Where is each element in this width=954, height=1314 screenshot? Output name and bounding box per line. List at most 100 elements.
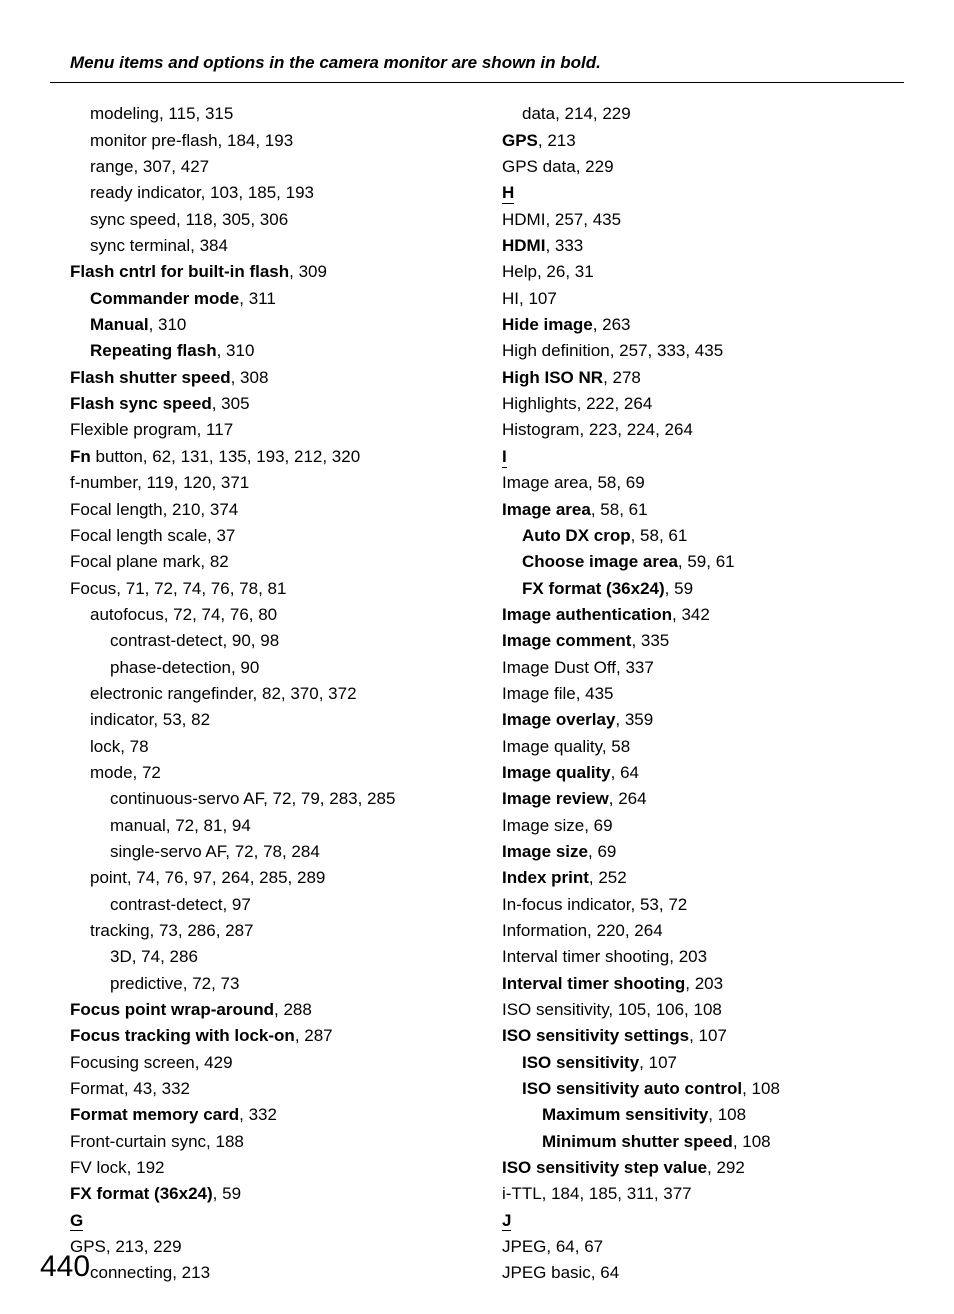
index-entry: Interval timer shooting, 203 bbox=[482, 944, 904, 970]
index-entry-bold: Focus tracking with lock-on bbox=[70, 1026, 295, 1045]
index-entry: Format memory card, 332 bbox=[50, 1102, 472, 1128]
index-entry-text: , 305 bbox=[212, 394, 250, 413]
index-entry-bold: GPS bbox=[502, 131, 538, 150]
index-entry: Focal plane mark, 82 bbox=[50, 549, 472, 575]
index-entry-text: button, 62, 131, 135, 193, 212, 320 bbox=[91, 447, 360, 466]
index-entry: HI, 107 bbox=[482, 286, 904, 312]
index-entry: Image Dust Off, 337 bbox=[482, 655, 904, 681]
index-entry: ISO sensitivity auto control, 108 bbox=[482, 1076, 904, 1102]
index-entry-text: monitor pre-flash, 184, 193 bbox=[90, 131, 293, 150]
index-entry-bold: Hide image bbox=[502, 315, 593, 334]
index-columns: modeling, 115, 315 monitor pre-flash, 184… bbox=[50, 101, 904, 1286]
index-entry-text: Interval timer shooting, 203 bbox=[502, 947, 707, 966]
index-entry: Focus point wrap-around, 288 bbox=[50, 997, 472, 1023]
index-entry: Hide image, 263 bbox=[482, 312, 904, 338]
index-entry: JPEG basic, 64 bbox=[482, 1260, 904, 1286]
index-entry: Flash sync speed, 305 bbox=[50, 391, 472, 417]
index-entry: Image review, 264 bbox=[482, 786, 904, 812]
index-entry: range, 307, 427 bbox=[50, 154, 472, 180]
section-letter: G bbox=[70, 1212, 83, 1232]
index-entry: Image area, 58, 61 bbox=[482, 497, 904, 523]
index-entry-bold: Image review bbox=[502, 789, 609, 808]
index-entry: Manual, 310 bbox=[50, 312, 472, 338]
index-entry: point, 74, 76, 97, 264, 285, 289 bbox=[50, 865, 472, 891]
index-entry-text: Focusing screen, 429 bbox=[70, 1053, 233, 1072]
index-entry-text: f-number, 119, 120, 371 bbox=[70, 473, 249, 492]
index-entry-text: , 308 bbox=[231, 368, 269, 387]
index-entry-text: Format, 43, 332 bbox=[70, 1079, 190, 1098]
page-number: 440 bbox=[40, 1244, 90, 1291]
index-entry: Highlights, 222, 264 bbox=[482, 391, 904, 417]
index-entry-bold: Maximum sensitivity bbox=[542, 1105, 708, 1124]
index-entry-text: GPS data, 229 bbox=[502, 157, 614, 176]
index-entry-text: tracking, 73, 286, 287 bbox=[90, 921, 254, 940]
index-entry: Index print, 252 bbox=[482, 865, 904, 891]
index-entry: FV lock, 192 bbox=[50, 1155, 472, 1181]
index-entry: predictive, 72, 73 bbox=[50, 971, 472, 997]
index-entry: indicator, 53, 82 bbox=[50, 707, 472, 733]
index-entry: Histogram, 223, 224, 264 bbox=[482, 417, 904, 443]
index-entry: Flexible program, 117 bbox=[50, 417, 472, 443]
index-entry-text: Front-curtain sync, 188 bbox=[70, 1132, 244, 1151]
index-entry-text: , 59, 61 bbox=[678, 552, 735, 571]
index-entry-text: , 213 bbox=[538, 131, 576, 150]
index-entry-text: , 252 bbox=[589, 868, 627, 887]
index-entry: FX format (36x24), 59 bbox=[482, 576, 904, 602]
index-entry: contrast-detect, 90, 98 bbox=[50, 628, 472, 654]
index-entry: Focusing screen, 429 bbox=[50, 1050, 472, 1076]
index-entry-text: , 342 bbox=[672, 605, 710, 624]
index-entry-bold: ISO sensitivity auto control bbox=[522, 1079, 742, 1098]
index-entry-text: Image Dust Off, 337 bbox=[502, 658, 654, 677]
index-entry: Image authentication, 342 bbox=[482, 602, 904, 628]
index-entry: phase-detection, 90 bbox=[50, 655, 472, 681]
index-entry-text: , 69 bbox=[588, 842, 616, 861]
index-entry-text: electronic rangefinder, 82, 370, 372 bbox=[90, 684, 357, 703]
index-entry: Fn button, 62, 131, 135, 193, 212, 320 bbox=[50, 444, 472, 470]
index-entry-text: , 333 bbox=[545, 236, 583, 255]
index-entry: Minimum shutter speed, 108 bbox=[482, 1129, 904, 1155]
index-entry-text: Help, 26, 31 bbox=[502, 262, 594, 281]
index-entry: Focal length scale, 37 bbox=[50, 523, 472, 549]
fn-label: Fn bbox=[70, 447, 91, 466]
index-entry: modeling, 115, 315 bbox=[50, 101, 472, 127]
section-letter: H bbox=[502, 184, 514, 204]
index-entry-text: data, 214, 229 bbox=[522, 104, 631, 123]
index-entry-bold: Image comment bbox=[502, 631, 631, 650]
index-entry: Repeating flash, 310 bbox=[50, 338, 472, 364]
index-entry-text: High definition, 257, 333, 435 bbox=[502, 341, 723, 360]
index-entry-text: indicator, 53, 82 bbox=[90, 710, 210, 729]
index-entry-text: , 288 bbox=[274, 1000, 312, 1019]
header-rule bbox=[50, 82, 904, 83]
index-entry: sync speed, 118, 305, 306 bbox=[50, 207, 472, 233]
index-entry: Commander mode, 311 bbox=[50, 286, 472, 312]
index-entry-bold: HDMI bbox=[502, 236, 545, 255]
index-entry: Format, 43, 332 bbox=[50, 1076, 472, 1102]
index-entry-text: HDMI, 257, 435 bbox=[502, 210, 621, 229]
index-entry: Focus, 71, 72, 74, 76, 78, 81 bbox=[50, 576, 472, 602]
index-entry: sync terminal, 384 bbox=[50, 233, 472, 259]
index-entry-text: sync terminal, 384 bbox=[90, 236, 228, 255]
index-entry-text: , 59 bbox=[665, 579, 693, 598]
index-entry: Focus tracking with lock-on, 287 bbox=[50, 1023, 472, 1049]
index-entry: continuous-servo AF, 72, 79, 283, 285 bbox=[50, 786, 472, 812]
index-column-left: modeling, 115, 315 monitor pre-flash, 184… bbox=[50, 101, 472, 1286]
index-entry: connecting, 213 bbox=[50, 1260, 472, 1286]
index-entry: High ISO NR, 278 bbox=[482, 365, 904, 391]
index-entry: High definition, 257, 333, 435 bbox=[482, 338, 904, 364]
index-entry-text: contrast-detect, 97 bbox=[110, 895, 251, 914]
index-entry: Information, 220, 264 bbox=[482, 918, 904, 944]
index-entry-text: Focal length, 210, 374 bbox=[70, 500, 238, 519]
index-entry-text: Focus, 71, 72, 74, 76, 78, 81 bbox=[70, 579, 286, 598]
index-entry-text: JPEG basic, 64 bbox=[502, 1263, 619, 1282]
index-entry-text: single-servo AF, 72, 78, 284 bbox=[110, 842, 320, 861]
index-entry-text: , 263 bbox=[593, 315, 631, 334]
index-entry: Interval timer shooting, 203 bbox=[482, 971, 904, 997]
index-entry-bold: Image quality bbox=[502, 763, 611, 782]
index-entry: Image size, 69 bbox=[482, 839, 904, 865]
index-entry-text: Image size, 69 bbox=[502, 816, 613, 835]
index-entry: Flash shutter speed, 308 bbox=[50, 365, 472, 391]
index-entry-bold: ISO sensitivity bbox=[522, 1053, 639, 1072]
index-entry: lock, 78 bbox=[50, 734, 472, 760]
index-entry-text: Image area, 58, 69 bbox=[502, 473, 645, 492]
index-entry-text: Focal plane mark, 82 bbox=[70, 552, 229, 571]
